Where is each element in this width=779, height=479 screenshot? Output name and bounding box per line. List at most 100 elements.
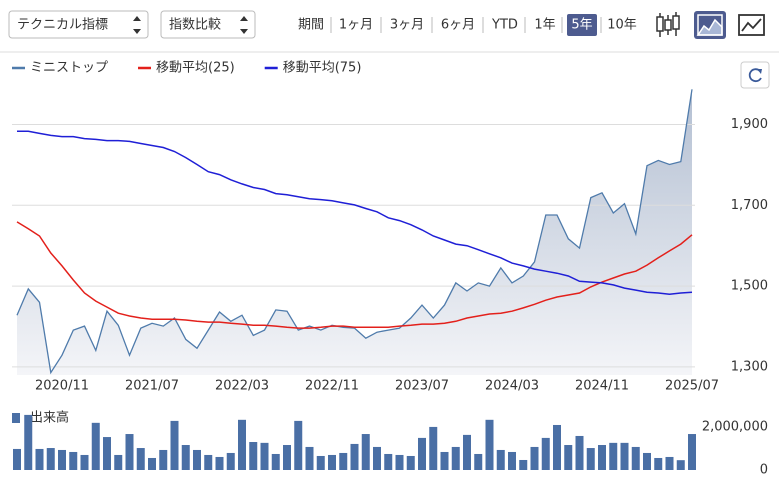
refresh-button[interactable]: [740, 61, 770, 89]
x-tick-label: 2024/11: [575, 379, 629, 394]
volume-bar: [553, 424, 561, 470]
volume-bar: [294, 420, 303, 470]
plots: 1,300 1,500 1,700 1,900 2020/11 2021/07 2022/0…: [12, 61, 768, 478]
period-button[interactable]: 1ヶ月: [339, 18, 373, 33]
volume-bar: [406, 455, 415, 470]
volume-bar: [463, 434, 471, 470]
chart-line: 1,300 1,500 1,700 1,900 2020/11 2021/07 2022/0…: [12, 61, 768, 394]
volume-bar: [125, 434, 134, 470]
volume-bar: [170, 420, 179, 470]
volume-bar: [676, 460, 685, 470]
y-tick-label: 2,000,000: [702, 419, 768, 434]
period-button[interactable]: 10年: [607, 18, 637, 33]
volume-bar: [114, 454, 123, 470]
volume-bar: [46, 448, 55, 470]
period-button[interactable]: 6ヶ月: [441, 18, 475, 33]
indicator-label: テクニカル指標: [17, 18, 108, 33]
volume-bar: [643, 452, 651, 470]
volume-bar: [91, 422, 100, 470]
volume-bar: [508, 451, 516, 470]
volume-bar: [13, 448, 21, 470]
series-line: [16, 221, 693, 329]
series-line: [17, 130, 693, 295]
y-tick-label: 1,300: [731, 359, 768, 374]
volume-bar: [485, 419, 494, 470]
volume-bar: [305, 446, 314, 470]
area-chart-frame: [697, 14, 723, 36]
volume-bar: [451, 446, 460, 470]
volume-bar: [361, 434, 370, 470]
volume-bar: [541, 437, 550, 470]
legend-label: ミニストップ: [30, 61, 108, 76]
volume-bar: [58, 449, 66, 470]
volume-bar: [373, 446, 381, 470]
legend-label: 移動平均(75): [283, 61, 362, 76]
y-tick-label: 0: [760, 463, 768, 478]
volume-bar: [316, 455, 325, 470]
volume-bar: [620, 442, 629, 470]
compare-dropdown[interactable]: [160, 10, 256, 39]
volume-bar: [238, 419, 246, 470]
x-tick-label: 2022/11: [305, 379, 359, 394]
volume-bar: [665, 456, 674, 470]
period-buttons: 1ヶ月 3ヶ月 6ヶ月 YTD 1年 5年 10年: [330, 14, 637, 36]
compare-label: 指数比較: [169, 18, 221, 33]
volume-bar: [204, 454, 213, 470]
volume-bar: [350, 443, 359, 470]
period-button[interactable]: 1年: [534, 18, 555, 33]
volume-bar: [103, 437, 111, 470]
y-tick-label: 1,500: [731, 279, 768, 294]
volume-bar: [215, 456, 224, 470]
candlestick-icon[interactable]: [656, 12, 680, 37]
period-button[interactable]: 3ヶ月: [390, 18, 424, 33]
series-line: [16, 89, 693, 375]
period-button[interactable]: 5年: [571, 18, 592, 33]
volume-bar: [530, 446, 539, 470]
volume-bar: [519, 459, 528, 470]
toolbar: テクニカル指標 指数比較 期間 1ヶ月 3ヶ月 6ヶ月 YTD 1年 5年 10年: [8, 10, 765, 39]
volume-bar: [395, 454, 404, 470]
refresh-arrow: [757, 69, 762, 74]
volume-bar: [35, 448, 44, 470]
volume-bar: [271, 453, 280, 470]
y-tick-label: 1,900: [731, 117, 768, 132]
x-tick-label: 2022/03: [215, 379, 269, 394]
volume-bar: [260, 442, 269, 470]
indicator-dropdown[interactable]: [8, 10, 149, 39]
volume-bar: [631, 446, 640, 470]
volume-bar: [136, 448, 145, 470]
price-area: [17, 89, 692, 376]
volume-bar: [249, 442, 258, 470]
x-tick-label: 2021/07: [125, 379, 179, 394]
line-chart-icon[interactable]: [738, 14, 765, 36]
period-label: 期間: [298, 18, 324, 33]
refresh-icon: [748, 68, 762, 83]
volume-bar: [586, 448, 595, 470]
volume-bar: [496, 449, 505, 470]
volume-bar: [80, 454, 89, 470]
volume-bar: [226, 452, 235, 470]
volume-bar: [193, 449, 201, 470]
x-tick-label: 2025/07: [665, 379, 719, 394]
volume-bar: [418, 437, 426, 470]
volume-bar: [69, 451, 78, 470]
x-tick-label: 2023/07: [395, 379, 449, 394]
period-button[interactable]: YTD: [491, 18, 518, 33]
volume-bar: [598, 445, 606, 470]
volume-bar: [564, 445, 573, 470]
volume-bar: [440, 451, 449, 470]
dropdown-arrow: [133, 16, 141, 34]
volume-bar: [609, 442, 618, 470]
volume-bar: [575, 435, 584, 470]
volume-bar: [148, 457, 156, 470]
legend-label: 出来高: [30, 410, 69, 426]
volume-bar: [283, 445, 291, 470]
y-tick-label: 1,700: [731, 198, 768, 213]
volume-bar: [159, 449, 168, 470]
x-tick-label: 2024/03: [485, 379, 539, 394]
volume-bar: [474, 453, 483, 470]
volume-bar: [339, 452, 348, 470]
dropdown-arrow: [240, 16, 248, 34]
volume-bar: [24, 414, 33, 470]
